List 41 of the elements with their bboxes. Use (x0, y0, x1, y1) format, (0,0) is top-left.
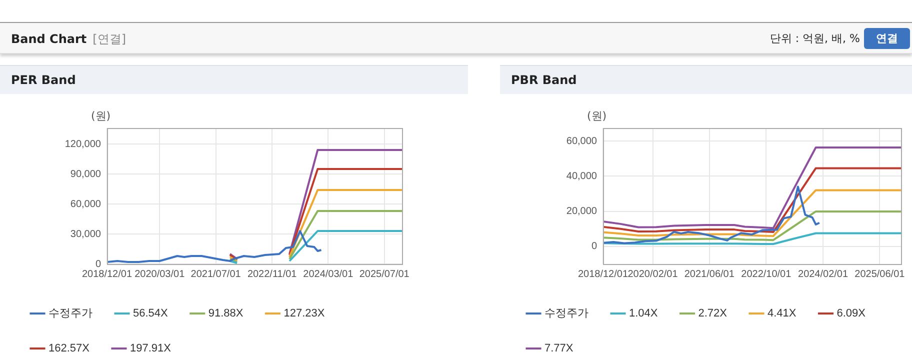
legend-label: 7.77X (544, 342, 574, 355)
toggle-button[interactable]: 연결 (864, 28, 910, 49)
chart-title: PBR Band (500, 65, 912, 94)
y-tick-label: 120,000 (64, 138, 102, 150)
x-tick-label: 2018/12/01 (578, 268, 628, 280)
text: Band Chart (11, 32, 87, 46)
legend-label: 1.04X (629, 308, 658, 320)
text: [연결] (92, 32, 126, 46)
legend-label: 56.54X (133, 308, 169, 320)
y-tick-label: 60,000 (566, 136, 598, 147)
x-tick-label: 2018/12/01 (82, 268, 132, 280)
y-tick-label: 60,000 (70, 198, 102, 210)
y-axis-title: (원) (587, 109, 607, 122)
legend-label: 수정주가 (48, 308, 92, 320)
text: 단위 : 억원, 배, % (770, 31, 860, 46)
x-tick-label: 2020/03/01 (134, 268, 186, 280)
legend-label: 197.91X (130, 342, 172, 355)
y-tick-label: 20,000 (566, 206, 598, 218)
y-axis-title: (원) (91, 109, 111, 122)
y-tick-label: 0 (95, 258, 102, 270)
legend-label: 2.72X (698, 308, 728, 320)
x-tick-label: 2024/02/01 (798, 268, 848, 280)
legend-label: 6.09X (836, 308, 866, 320)
legend-label: 162.57X (48, 342, 90, 355)
y-tick-label: 40,000 (566, 170, 598, 182)
x-tick-label: 2021/07/01 (190, 268, 242, 280)
legend-label: 91.88X (208, 308, 244, 320)
y-tick-label: 30,000 (70, 228, 102, 240)
legend-label: 4.41X (767, 308, 797, 320)
y-tick-label: 90,000 (70, 168, 102, 180)
legend-label: 127.23X (284, 308, 326, 320)
x-tick-label: 2024/03/01 (303, 268, 354, 280)
chart-title: PER Band (0, 65, 468, 94)
x-tick-label: 2025/06/01 (854, 268, 906, 280)
x-tick-label: 2022/10/01 (741, 268, 792, 280)
x-tick-label: 2022/11/01 (247, 268, 298, 280)
legend-label: 수정주가 (544, 308, 588, 320)
x-tick-label: 2020/02/01 (628, 268, 678, 280)
y-tick-label: 0 (591, 241, 598, 252)
x-tick-label: 2025/07/01 (359, 268, 410, 280)
x-tick-label: 2021/06/01 (684, 268, 735, 280)
